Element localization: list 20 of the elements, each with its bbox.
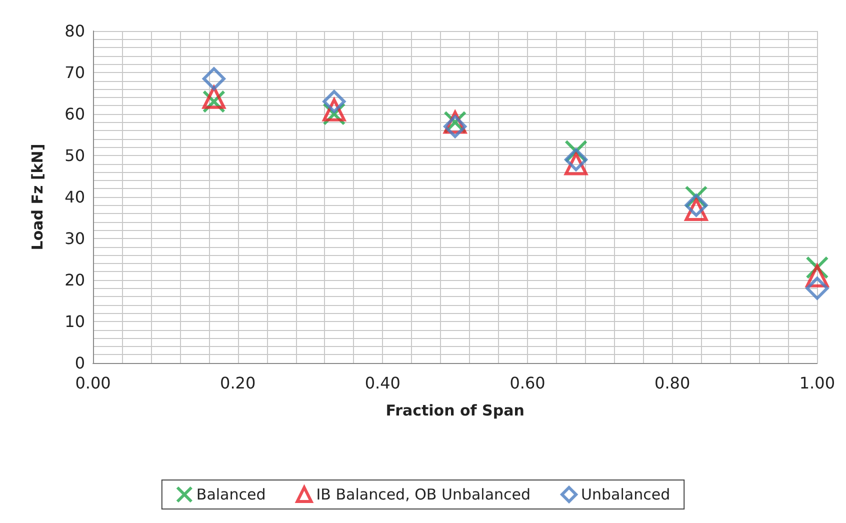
x-tick-label: 0.20 xyxy=(220,374,256,392)
legend-label: Unbalanced xyxy=(581,486,670,504)
legend-label: IB Balanced, OB Unbalanced xyxy=(316,486,531,504)
x-axis-title: Fraction of Span xyxy=(386,402,524,420)
y-tick-label: 60 xyxy=(64,104,85,124)
x-tick-label: 1.00 xyxy=(799,374,835,392)
y-tick-label: 30 xyxy=(64,229,85,248)
y-tick-label: 80 xyxy=(64,22,85,40)
y-tick-label: 70 xyxy=(64,63,85,82)
y-tick-label: 0 xyxy=(74,354,85,372)
y-tick-label: 50 xyxy=(64,146,85,165)
x-tick-label: 0.00 xyxy=(75,374,111,392)
y-tick-label: 40 xyxy=(64,188,85,206)
x-tick-label: 0.40 xyxy=(364,374,400,392)
y-tick-label: 20 xyxy=(64,270,85,290)
x-tick-label: 0.60 xyxy=(510,374,546,392)
x-tick-label: 0.80 xyxy=(654,374,690,392)
y-tick-label: 10 xyxy=(64,312,85,331)
y-axis-title: Load Fz [kN] xyxy=(28,144,46,250)
legend-label: Balanced xyxy=(196,486,266,504)
